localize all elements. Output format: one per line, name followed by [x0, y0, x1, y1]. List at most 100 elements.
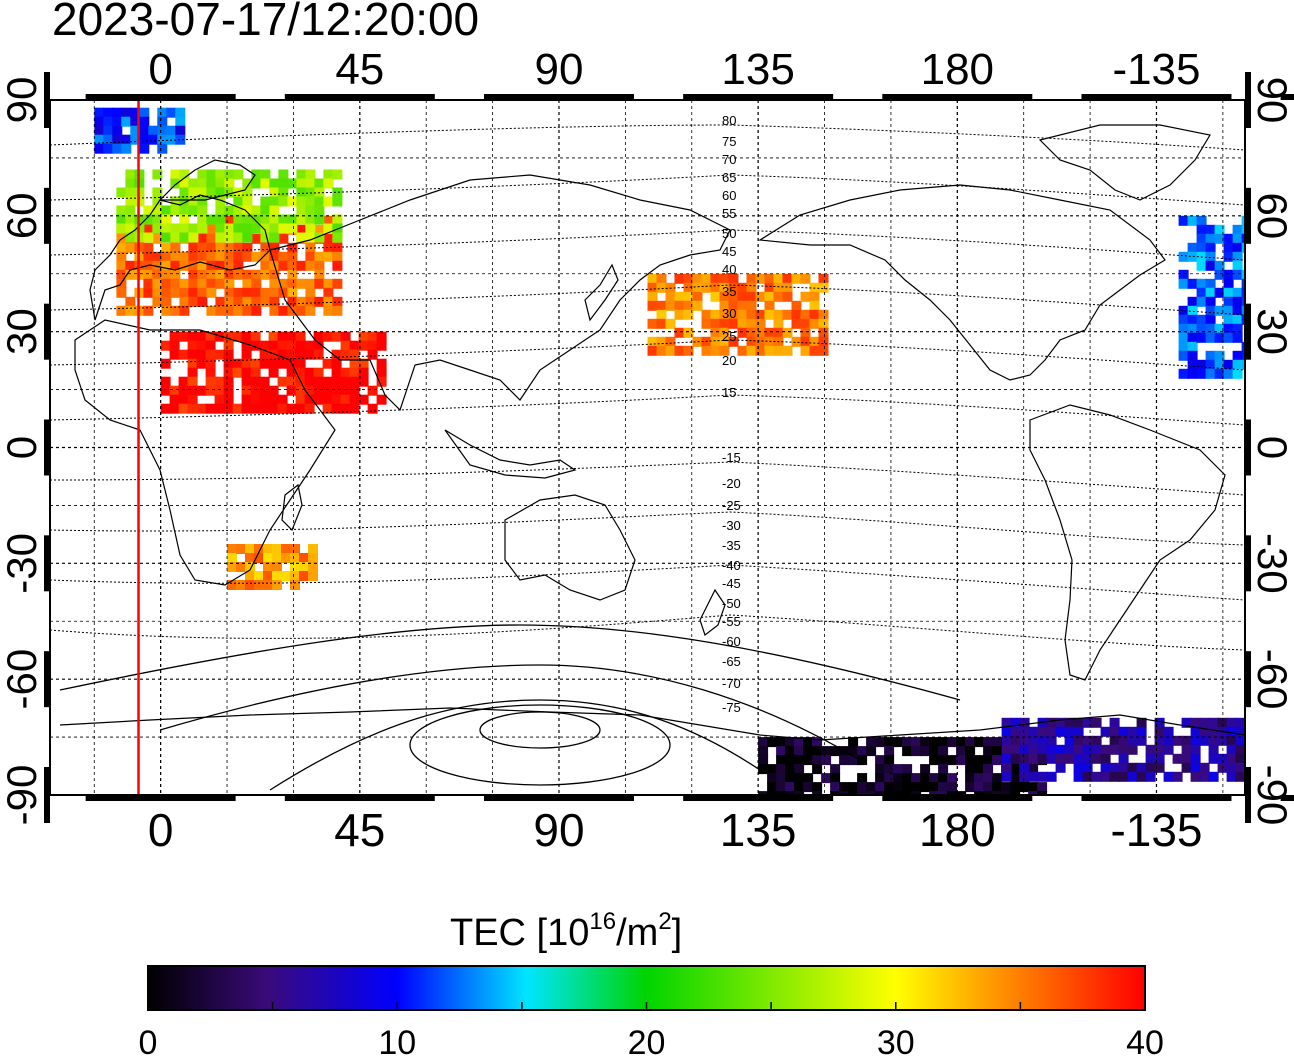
tec-cell — [1287, 270, 1294, 280]
tec-cell — [332, 278, 343, 289]
tec-cell — [170, 242, 181, 253]
tec-cell — [938, 764, 949, 775]
tec-cell — [268, 358, 279, 369]
tec-cell — [1263, 736, 1273, 746]
tec-cell — [1064, 744, 1075, 755]
tec-cell — [758, 755, 769, 766]
tec-cell — [1241, 215, 1245, 226]
tec-cell — [295, 340, 306, 351]
tec-cell — [776, 782, 787, 793]
contour-label: -55 — [722, 614, 741, 629]
tec-cell — [1205, 260, 1216, 271]
tec-cell — [710, 327, 721, 338]
contour-label: 35 — [722, 284, 736, 299]
tec-cell — [278, 214, 289, 225]
right-frame-bar — [1245, 535, 1251, 592]
tec-cell — [322, 403, 333, 414]
contour-label: 30 — [722, 306, 736, 321]
tec-cell — [1178, 323, 1189, 334]
tec-cell — [251, 214, 262, 225]
tec-cell — [223, 349, 234, 360]
tec-cell — [251, 278, 262, 289]
tec-cell — [1278, 279, 1288, 289]
tec-cell — [340, 403, 351, 414]
tec-cell — [103, 125, 114, 136]
tec-cell — [1244, 717, 1245, 728]
tec-cell — [170, 223, 181, 234]
right-latitude-labels: 90 60 30 0 -30 -60 -90 — [1249, 77, 1294, 826]
tec-cell — [674, 327, 685, 338]
tec-cell — [1001, 744, 1012, 755]
right-frame-bar — [1245, 767, 1251, 823]
tec-cell — [1019, 771, 1030, 782]
tec-cell — [785, 755, 796, 766]
tec-cell — [179, 169, 190, 180]
colorbar-tick-label: 10 — [378, 1024, 416, 1057]
tec-cell — [254, 553, 264, 563]
tec-cell — [206, 278, 217, 289]
tec-cell — [323, 215, 334, 226]
tec-cell — [233, 242, 244, 253]
contour-label: 60 — [722, 188, 736, 203]
tec-cell — [1208, 753, 1219, 764]
tec-cell — [818, 318, 829, 329]
right-lat-label: 60 — [1249, 192, 1294, 239]
tec-cell — [197, 260, 208, 271]
tec-cell — [1136, 771, 1147, 782]
tec-cell — [223, 340, 234, 351]
tec-cell — [322, 331, 333, 342]
tec-cell — [215, 251, 226, 262]
tec-cell — [1073, 726, 1084, 737]
tec-cell — [143, 232, 154, 243]
tec-cell — [232, 367, 243, 378]
tec-cell — [143, 214, 154, 225]
tec-cell — [175, 125, 186, 136]
tec-cell — [206, 269, 217, 280]
tec-cell — [340, 340, 351, 351]
tec-cell — [224, 232, 235, 243]
tec-cell — [1223, 287, 1234, 298]
right-frame-bar — [1245, 187, 1251, 244]
tec-cell — [94, 125, 105, 136]
tec-cell — [710, 345, 721, 356]
tec-cell — [875, 764, 886, 775]
tec-cell — [830, 791, 841, 795]
tec-cell — [304, 385, 315, 396]
tec-cell — [332, 251, 343, 262]
tec-cell — [683, 282, 694, 293]
tec-cell — [902, 773, 913, 784]
tec-cell — [866, 737, 877, 748]
tec-cell — [746, 291, 757, 302]
tec-cell — [308, 571, 318, 581]
tec-cell — [170, 205, 181, 216]
tec-cell — [692, 300, 703, 311]
tec-cell — [665, 318, 676, 329]
tec-cell — [1196, 368, 1207, 379]
tec-cell — [1278, 252, 1288, 262]
tec-cell — [215, 205, 226, 216]
tec-cell — [323, 196, 334, 207]
tec-cell — [929, 773, 940, 784]
tec-cell — [1181, 753, 1192, 764]
tec-cell — [1196, 323, 1207, 334]
tec-cell — [205, 349, 216, 360]
tec-cell — [1232, 251, 1243, 262]
top-lon-label: 0 — [148, 45, 172, 94]
tec-cell — [332, 187, 343, 198]
tec-cell — [290, 571, 300, 581]
tec-cell — [965, 764, 976, 775]
tec-cell — [206, 187, 217, 198]
tec-cell — [1214, 269, 1225, 280]
right-lat-label: -90 — [1249, 765, 1294, 826]
tec-cell — [1010, 764, 1021, 775]
tec-cell — [332, 214, 343, 225]
tec-cell — [188, 178, 199, 189]
tec-cell — [314, 260, 325, 271]
tec-cell — [170, 232, 181, 243]
tec-cell — [1187, 359, 1198, 370]
tec-cell — [205, 376, 216, 387]
bottom-frame-bar — [483, 795, 634, 801]
tec-cell — [349, 340, 360, 351]
tec-cell — [656, 300, 667, 311]
